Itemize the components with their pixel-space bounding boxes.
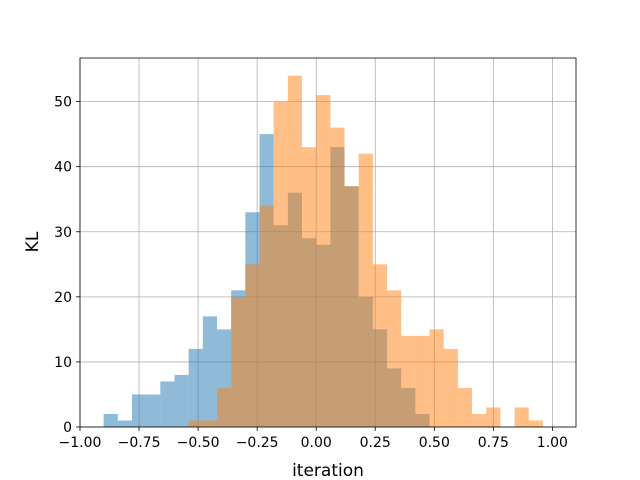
histogram-bar-series-2 — [514, 407, 529, 427]
histogram-bar-series-2 — [302, 147, 317, 427]
y-tick-label: 0 — [63, 420, 72, 436]
histogram-bar-series-1 — [131, 394, 147, 427]
histogram-bar-series-2 — [528, 420, 543, 427]
histogram-bar-series-1 — [188, 348, 203, 427]
y-tick-label: 10 — [54, 355, 72, 371]
histogram-bar-series-2 — [259, 205, 274, 427]
histogram-bar-series-2 — [429, 329, 444, 427]
histogram-bar-series-2 — [443, 348, 458, 427]
histogram-bar-series-1 — [174, 374, 189, 427]
histogram-bar-series-2 — [344, 186, 359, 427]
x-axis-ticks: −1.00 −0.75 −0.50 −0.25 0.00 0.25 0.50 0.75 1.00 — [59, 427, 568, 451]
x-tick-label: −1.00 — [59, 435, 102, 451]
x-tick-label: 1.00 — [537, 435, 568, 451]
y-tick-label: 20 — [54, 290, 72, 306]
histogram-bar-series-1 — [202, 316, 217, 427]
x-tick-label: −0.25 — [236, 435, 279, 451]
y-axis-ticks: 0 10 20 30 40 50 — [54, 95, 80, 436]
histogram-bar-series-2 — [330, 127, 345, 427]
x-tick-label: −0.75 — [118, 435, 161, 451]
histogram-bars — [103, 75, 543, 428]
histogram-bar-series-2 — [358, 153, 373, 427]
histogram-bar-series-1 — [146, 394, 161, 427]
y-axis-label: KL — [23, 231, 43, 252]
histogram-bar-series-2 — [202, 420, 217, 427]
histogram-bar-series-2 — [372, 264, 388, 427]
histogram-bar-series-1 — [117, 420, 132, 427]
x-tick-label: 0.50 — [419, 435, 450, 451]
y-tick-label: 40 — [54, 160, 72, 176]
histogram-bar-series-2 — [415, 335, 430, 427]
histogram-bar-series-1 — [160, 381, 175, 427]
x-tick-label: −0.50 — [177, 435, 220, 451]
histogram-bar-series-2 — [316, 95, 331, 427]
histogram-bar-series-2 — [231, 296, 246, 427]
histogram-bar-series-1 — [103, 413, 118, 427]
histogram-bar-series-2 — [401, 335, 416, 427]
histogram-bar-series-2 — [387, 290, 402, 427]
y-tick-label: 30 — [54, 225, 72, 241]
x-tick-label: 0.25 — [360, 435, 391, 451]
x-tick-label: 0.00 — [301, 435, 332, 451]
histogram-bar-series-2 — [273, 101, 288, 427]
x-axis-label: iteration — [292, 461, 364, 480]
histogram-bar-series-2 — [287, 75, 303, 428]
x-tick-label: 0.75 — [478, 435, 509, 451]
histogram-bar-series-2 — [486, 407, 501, 427]
histogram-bar-series-2 — [245, 264, 260, 427]
histogram-bar-series-2 — [457, 387, 473, 427]
plot-frame — [79, 57, 577, 428]
histogram-bar-series-2 — [216, 387, 232, 427]
y-tick-label: 50 — [54, 95, 72, 111]
histogram-bar-series-2 — [188, 420, 203, 427]
histogram-bar-series-2 — [472, 413, 487, 427]
